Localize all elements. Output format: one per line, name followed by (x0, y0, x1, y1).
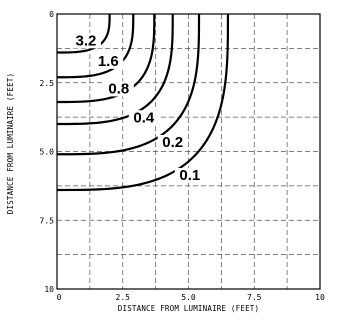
contour-label-backing (93, 53, 124, 69)
y-tick-label: 5.0 (40, 148, 55, 157)
contour-label-backing (103, 81, 134, 97)
y-axis-title: DISTANCE FROM LUMINAIRE (FEET) (6, 73, 15, 214)
y-axis-ticks: 0 2.5 5.0 7.5 10 (40, 10, 55, 294)
contour-label-backing (157, 135, 188, 150)
x-tick-label: 10 (315, 293, 325, 302)
contour-line-0-1 (56, 13, 230, 192)
y-tick-label: 2.5 (40, 79, 55, 88)
contour-label-1-6: 1.6 (98, 53, 119, 70)
x-tick-label: 5.0 (181, 293, 196, 302)
contour-labels: 3.21.6 0.80.4 0.2 0.1 (70, 32, 205, 184)
y-tick-label: 0 (49, 10, 54, 19)
x-tick-label: 2.5 (116, 293, 131, 302)
contour-label-0-1: 0.1 (179, 167, 200, 184)
x-axis-title: DISTANCE FROM LUMINAIRE (FEET) (118, 304, 259, 313)
contour-label-0-4: 0.4 (133, 109, 155, 126)
contour-label-3-2: 3.2 (76, 32, 97, 49)
contour-label-backing (174, 168, 205, 183)
contour-label-backing (70, 33, 101, 49)
plot-frame (56, 13, 321, 290)
y-tick-label: 10 (44, 285, 54, 294)
contour-line-0-4 (56, 13, 174, 126)
contour-line-0-8 (56, 13, 156, 104)
contour-label-0-2: 0.2 (162, 134, 183, 151)
contour-line-0-2 (56, 13, 201, 156)
x-axis-ticks: 0 2.5 5.0 7.5 10 (57, 293, 325, 302)
x-tick-label: 7.5 (247, 293, 262, 302)
y-tick-label: 7.5 (40, 216, 55, 225)
x-tick-label: 0 (57, 293, 62, 302)
contour-label-backing (128, 110, 159, 126)
contour-label-0-8: 0.8 (108, 80, 129, 97)
